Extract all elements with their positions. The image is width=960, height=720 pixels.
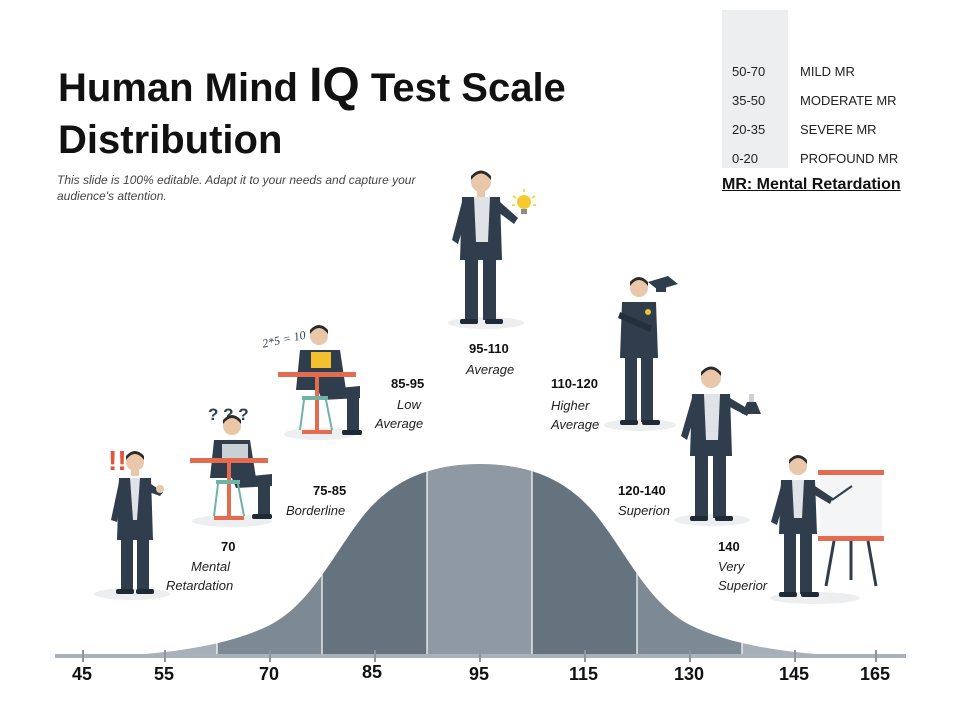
figure-presenter-man: [770, 455, 884, 604]
band-45-55: [55, 464, 112, 657]
graduation-cap-icon: [648, 276, 678, 292]
bell-curve: [55, 464, 906, 657]
subtitle: This slide is 100% editable. Adapt it to…: [57, 173, 416, 203]
mr-label: SEVERE MR: [800, 122, 877, 137]
mr-label: MODERATE MR: [800, 93, 897, 108]
category-desc-line: Higher: [551, 398, 590, 413]
category-desc-line: Low: [397, 397, 421, 412]
category-desc-line: Average: [466, 362, 515, 377]
band-85-95: [322, 464, 427, 657]
axis-tick-label: 85: [362, 662, 383, 682]
math-formula-text: 2*5 = 10: [261, 328, 307, 351]
title-part-1: Human Mind: [58, 66, 310, 110]
category-desc-line: Average: [375, 416, 424, 431]
category-desc-line: Mental: [191, 559, 231, 574]
category-range-110-120: 110-120: [551, 376, 598, 391]
category-desc-line: Very: [718, 559, 745, 574]
category-range-140: 140: [718, 539, 740, 554]
mr-row: 0-20 PROFOUND MR: [722, 145, 912, 173]
category-range-95-110: 95-110: [469, 341, 509, 356]
category-range-75-85: 75-85: [313, 483, 347, 498]
x-axis: [55, 650, 906, 662]
mr-label: MILD MR: [800, 64, 855, 79]
axis-tick-label: 70: [259, 664, 280, 684]
category-desc-line: Superion: [618, 503, 671, 518]
axis-tick-label: 45: [72, 664, 93, 684]
figure-graduate-man: [604, 276, 678, 431]
title-part-3: Test Scale: [359, 66, 566, 110]
easel-board-icon: [818, 470, 884, 587]
category-range-70: 70: [221, 539, 236, 554]
band-95-115: [427, 464, 532, 657]
lightbulb-icon: [512, 189, 536, 214]
axis-tick-label: 115: [569, 664, 599, 684]
mr-range: 35-50: [732, 93, 766, 108]
mr-row: 50-70 MILD MR: [722, 58, 912, 86]
axis-tick-label: 95: [469, 664, 490, 684]
mr-row: 20-35 SEVERE MR: [722, 116, 912, 144]
mr-row: 35-50 MODERATE MR: [722, 87, 912, 115]
figure-scientist-man: [674, 366, 761, 526]
category-range-120-140: 120-140: [618, 483, 666, 498]
axis-tick-label: 145: [779, 664, 810, 684]
category-desc-line: Retardation: [166, 578, 234, 593]
mr-label: PROFOUND MR: [800, 151, 899, 166]
figure-puzzled-man-desk: ? ? ?: [190, 405, 272, 527]
axis-tick-label: 55: [154, 664, 175, 684]
axis-tick-label: 165: [860, 664, 891, 684]
axis-tick-label: 130: [674, 664, 705, 684]
category-desc-line: Average: [551, 417, 600, 432]
page-title: Human Mind IQ Test Scale Distribution: [58, 60, 566, 166]
mr-range: 50-70: [732, 64, 766, 79]
alarm-exclamation-icon: !!: [108, 445, 127, 476]
figure-lightbulb-man: [448, 170, 536, 329]
category-desc-line: Borderline: [286, 503, 346, 518]
mr-range-column-bg: [722, 10, 788, 168]
band-115-130: [532, 464, 637, 657]
figure-reading-man-desk: 2*5 = 10: [261, 325, 362, 440]
category-range-85-95: 85-95: [391, 376, 425, 391]
category-desc-line: Superior: [718, 578, 768, 593]
mr-range: 0-20: [732, 151, 759, 166]
figure-alarmed-man: !!: [94, 445, 170, 600]
title-part-iq: IQ: [309, 59, 360, 112]
flask-icon: [742, 394, 761, 414]
mr-footnote: MR: Mental Retardation: [722, 176, 901, 193]
mr-range: 20-35: [732, 122, 766, 137]
title-line-2: Distribution: [58, 118, 283, 162]
